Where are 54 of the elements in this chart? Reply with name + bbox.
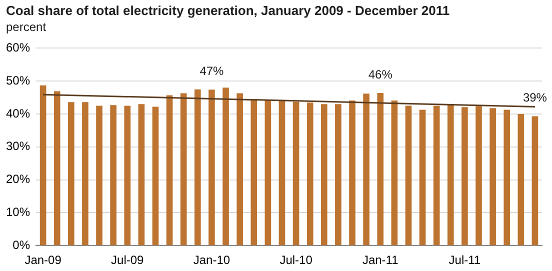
y-tick-label: 60%: [6, 40, 30, 55]
bar: [476, 106, 482, 246]
bar: [250, 100, 258, 246]
bar: [222, 88, 229, 246]
bar: [447, 104, 454, 246]
y-tick-label: 0%: [12, 238, 30, 252]
y-tick-label: 40%: [6, 106, 30, 120]
bar: [124, 106, 131, 246]
bar: [96, 106, 102, 246]
x-tick-label: Jul-09: [111, 253, 144, 268]
bar: [335, 104, 342, 246]
x-tick-label: Jul-11: [448, 253, 481, 268]
y-tick-label: 20%: [6, 172, 30, 186]
bar: [462, 107, 468, 246]
x-tick-label: Jul-10: [280, 253, 313, 268]
bar: [532, 116, 538, 246]
bar: [110, 105, 116, 246]
bar: [264, 100, 272, 246]
data-label: 46%: [368, 67, 393, 82]
chart-title: Coal share of total electricity generation, January 2009 - December 2011: [6, 3, 450, 18]
bar: [405, 106, 412, 246]
bar: [180, 93, 187, 246]
bar: [278, 100, 286, 246]
bar: [518, 114, 524, 246]
bar: [504, 110, 510, 246]
bar: [292, 102, 300, 246]
bar: [363, 94, 370, 246]
bar: [208, 90, 215, 246]
bar: [54, 91, 60, 246]
bar: [68, 102, 74, 246]
bar: [152, 106, 159, 246]
bar: [194, 89, 201, 246]
data-label: 47%: [200, 64, 224, 78]
bar: [306, 102, 314, 246]
bar: [490, 108, 496, 246]
bar: [377, 92, 384, 246]
bar: [391, 100, 398, 246]
y-axis-title: percent: [6, 20, 46, 34]
bar: [349, 100, 356, 246]
bar: [320, 104, 328, 246]
bar: [419, 110, 426, 246]
bar: [166, 95, 173, 246]
bar: [138, 104, 145, 246]
y-tick-label: 30%: [6, 139, 30, 154]
bar: [433, 106, 440, 246]
x-tick-label: Jan-11: [362, 253, 399, 268]
y-tick-label: 50%: [6, 73, 30, 88]
y-tick-label: 10%: [6, 205, 30, 220]
x-tick-label: Jan-09: [24, 253, 62, 268]
bar: [82, 102, 88, 246]
bar: [40, 85, 46, 246]
bar: [236, 93, 243, 246]
x-tick-label: Jan-10: [193, 253, 230, 268]
data-label: 39%: [522, 90, 548, 105]
